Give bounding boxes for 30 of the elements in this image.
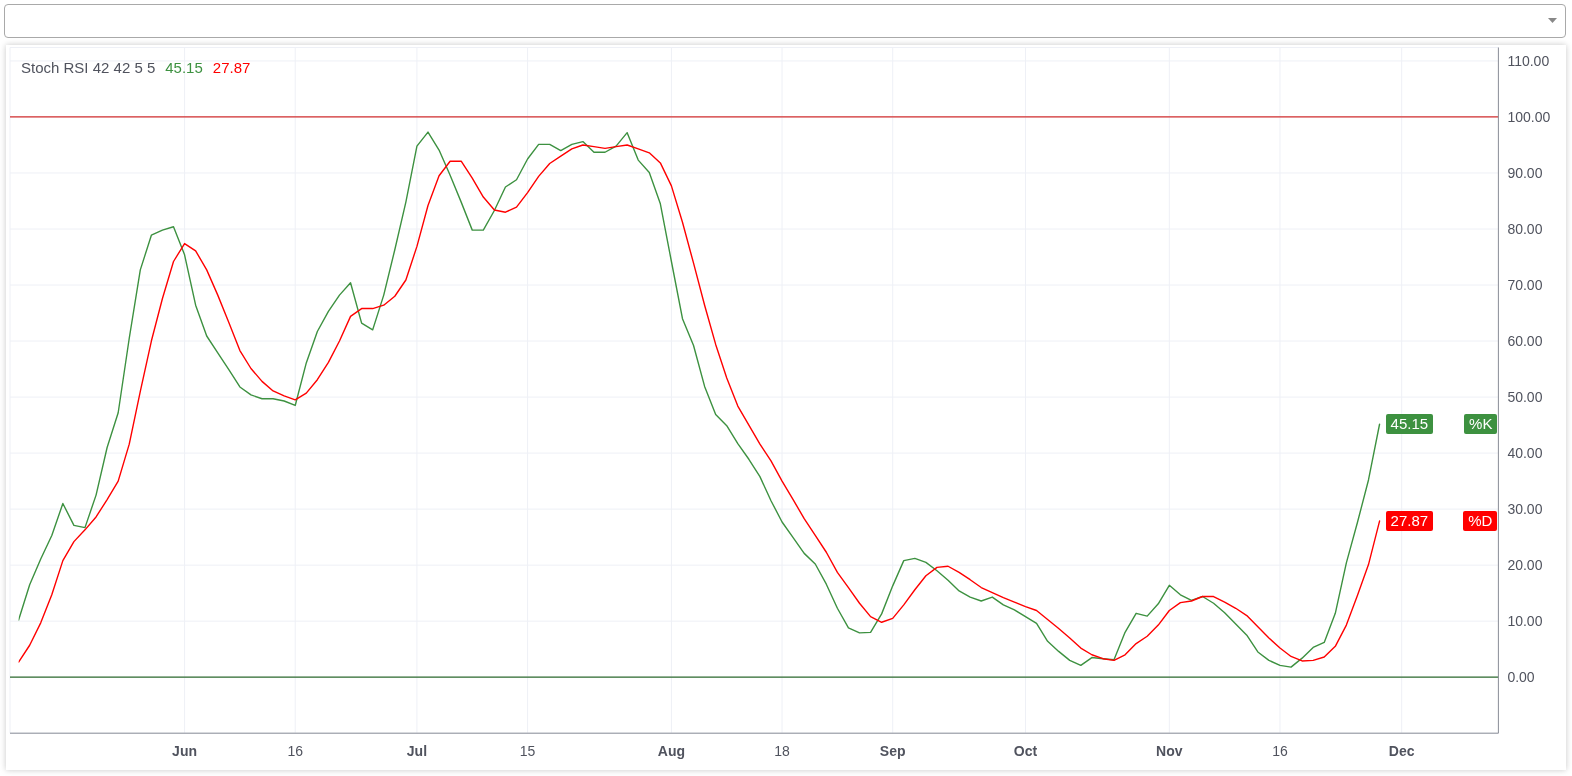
- label-tag: %K: [1464, 414, 1498, 435]
- y-tick-label: 110.00: [1507, 52, 1550, 69]
- y-tick-label: 10.00: [1507, 613, 1543, 630]
- x-tick-label: Jul: [406, 743, 428, 760]
- y-tick-label: 40.00: [1507, 445, 1543, 462]
- y-tick-label: 30.00: [1507, 501, 1543, 518]
- y-tick-label: 100.00: [1507, 108, 1551, 125]
- x-tick-label: 15: [519, 743, 536, 760]
- x-tick-label: Aug: [657, 743, 686, 760]
- y-tick-label: 0.00: [1507, 669, 1535, 686]
- x-tick-label: 16: [287, 743, 304, 760]
- label-tag: 27.87: [1385, 511, 1434, 532]
- x-tick-label: 18: [774, 743, 791, 760]
- x-tick-label: Oct: [1013, 743, 1038, 760]
- label-tag: %D: [1463, 511, 1498, 532]
- text: 45.15: [165, 59, 203, 76]
- x-tick-label: Sep: [879, 743, 906, 760]
- y-tick-label: 80.00: [1507, 220, 1543, 237]
- label-tag: 45.15: [1385, 414, 1434, 435]
- text: Stoch RSI 42 42 5 5: [21, 59, 156, 76]
- y-tick-label: 60.00: [1507, 333, 1543, 350]
- y-tick-label: 90.00: [1507, 164, 1543, 181]
- y-tick-label: 20.00: [1507, 557, 1543, 574]
- x-tick-label: 16: [1272, 743, 1288, 760]
- y-tick-label: 50.00: [1507, 389, 1543, 406]
- text: 27.87: [212, 59, 251, 76]
- x-tick-label: Nov: [1156, 743, 1183, 760]
- y-tick-label: 70.00: [1507, 277, 1543, 293]
- x-tick-label: Jun: [172, 743, 198, 760]
- x-tick-label: Dec: [1388, 743, 1415, 760]
